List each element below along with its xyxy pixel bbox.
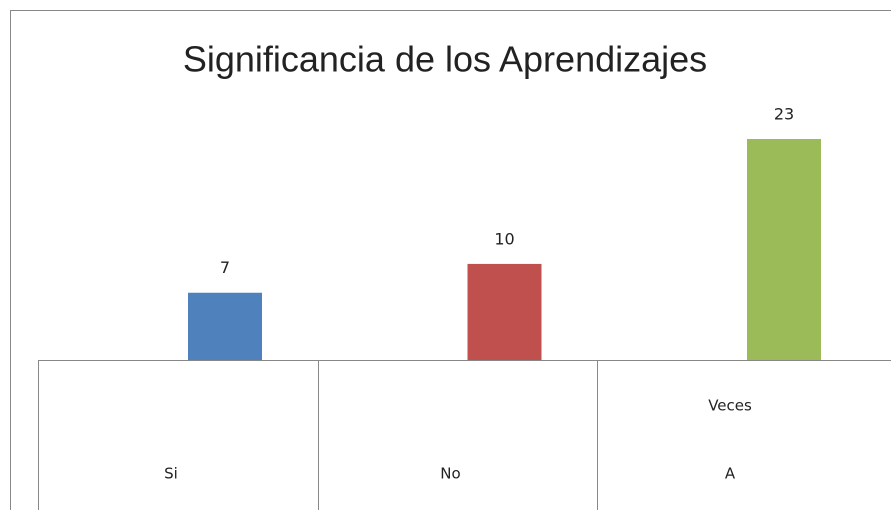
x-tick-label: A — [725, 465, 736, 483]
chart-title: Significancia de los Aprendizajes — [183, 39, 707, 80]
x-tick-label: Si — [164, 465, 178, 483]
data-label: 7 — [220, 258, 230, 277]
bar — [467, 263, 542, 360]
x-tick-label: No — [440, 465, 460, 483]
data-label: 23 — [774, 105, 794, 124]
bar — [188, 292, 262, 360]
x-tick-label: Veces — [708, 397, 752, 415]
bar — [747, 139, 821, 360]
data-label: 10 — [494, 229, 514, 248]
